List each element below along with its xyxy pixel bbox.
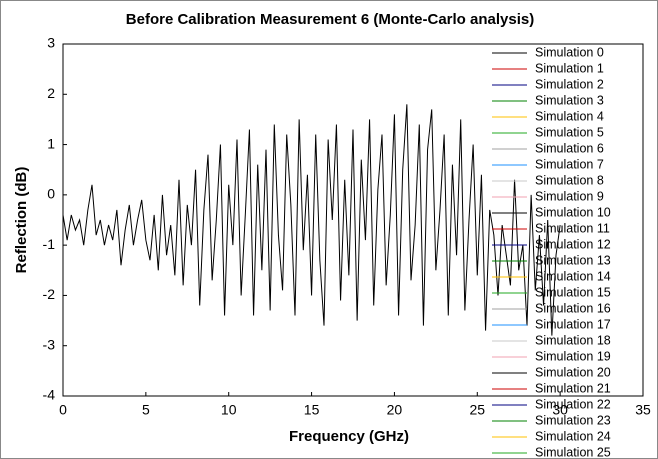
legend-label: Simulation 0 [535,45,604,59]
legend-label: Simulation 9 [535,189,604,203]
legend-label: Simulation 24 [535,429,611,443]
legend-label: Simulation 23 [535,413,611,427]
y-tick-label: 3 [47,35,55,51]
x-tick-label: 35 [635,402,651,418]
y-tick-label: 2 [47,85,55,101]
legend-label: Simulation 10 [535,205,611,219]
x-tick-label: 10 [221,402,237,418]
legend-label: Simulation 25 [535,445,611,459]
y-tick-label: -4 [43,387,56,403]
legend-label: Simulation 12 [535,237,611,251]
y-tick-label: -1 [43,236,56,252]
legend-label: Simulation 1 [535,61,604,75]
legend-label: Simulation 20 [535,365,611,379]
legend-label: Simulation 7 [535,157,604,171]
y-axis-label: Reflection (dB) [13,167,30,274]
y-tick-label: 1 [47,135,55,151]
legend-label: Simulation 5 [535,125,604,139]
y-tick-label: -2 [43,286,56,302]
legend-label: Simulation 19 [535,349,611,363]
x-tick-label: 20 [387,402,403,418]
legend-label: Simulation 21 [535,381,611,395]
legend-label: Simulation 18 [535,333,611,347]
legend-label: Simulation 4 [535,109,604,123]
x-tick-label: 5 [142,402,150,418]
legend-label: Simulation 22 [535,397,611,411]
legend-label: Simulation 13 [535,253,611,267]
x-tick-label: 30 [552,402,568,418]
legend-label: Simulation 3 [535,93,604,107]
legend-label: Simulation 11 [535,221,610,235]
legend-label: Simulation 6 [535,141,604,155]
x-tick-label: 15 [304,402,320,418]
y-tick-label: -3 [43,336,56,352]
plot-area [62,43,644,397]
chart-title: Before Calibration Measurement 6 (Monte-… [126,11,534,28]
series-line [62,104,561,336]
y-tick-label: 0 [47,186,55,202]
legend-label: Simulation 16 [535,301,611,315]
x-axis-label: Frequency (GHz) [289,428,409,445]
legend-label: Simulation 15 [535,285,611,299]
x-tick-label: 0 [59,402,67,418]
legend-label: Simulation 2 [535,77,604,91]
legend-label: Simulation 8 [535,173,604,187]
x-tick-label: 25 [469,402,485,418]
legend-label: Simulation 17 [535,317,611,331]
legend-label: Simulation 14 [535,269,611,283]
